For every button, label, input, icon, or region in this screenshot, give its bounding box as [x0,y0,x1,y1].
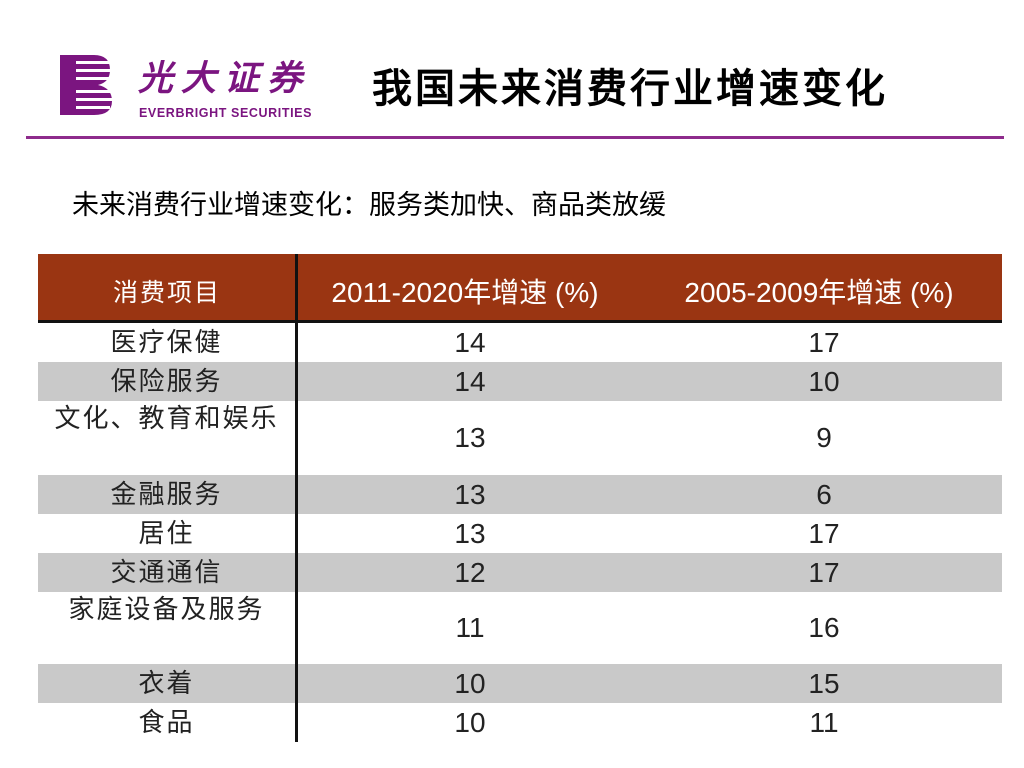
cell-growth-2011-2020: 11 [455,612,485,643]
header-2011-2020: 2011-2020年增速 (%) [331,277,599,308]
table-row: 医疗保健 14 17 [38,323,1002,362]
cell-growth-2005-2009: 15 [808,667,840,699]
growth-table: 消费项目 2011-2020年增速 (%) 2005-2009年增速 (%) 医… [38,254,1002,742]
cell-growth-2011-2020: 13 [454,478,486,510]
table-row: 居住 13 17 [38,514,1002,553]
cell-growth-2005-2009: 17 [808,326,840,358]
logo-english-name: EVERBRIGHT SECURITIES [139,106,313,120]
cell-growth-2005-2009: 11 [809,706,839,738]
table-row: 金融服务 13 6 [38,475,1002,514]
cell-growth-2011-2020: 14 [454,365,486,397]
cell-growth-2011-2020: 10 [454,706,486,738]
column-divider [295,254,298,742]
slide-subtitle: 未来消费行业增速变化：服务类加快、商品类放缓 [72,190,666,221]
logo-chinese-name: 光大证券 [138,58,311,99]
cell-item: 医疗保健 [110,327,223,358]
cell-item: 居住 [138,518,195,549]
cell-item: 衣着 [138,668,195,699]
table-row: 保险服务 14 10 [38,362,1002,401]
table-row: 文化、教育和娱乐 13 9 [38,401,1002,475]
cell-growth-2005-2009: 16 [808,612,840,643]
cell-item: 交通通信 [110,557,223,588]
table-row: 交通通信 12 17 [38,553,1002,592]
cell-growth-2011-2020: 12 [454,556,486,588]
table-row: 食品 10 11 [38,703,1002,742]
cell-item: 家庭设备及服务 [68,595,265,625]
cell-growth-2005-2009: 17 [808,556,840,588]
cell-item: 食品 [138,707,195,738]
cell-item: 文化、教育和娱乐 [54,404,279,434]
everbright-logo-icon [60,55,112,115]
cell-growth-2005-2009: 17 [808,517,840,549]
cell-item: 保险服务 [110,366,223,397]
cell-growth-2005-2009: 6 [816,478,832,510]
page-title: 我国未来消费行业增速变化 [372,65,888,112]
cell-growth-2005-2009: 9 [816,422,832,453]
table-row: 衣着 10 15 [38,664,1002,703]
header-divider [26,136,1004,139]
cell-growth-2011-2020: 10 [454,667,486,699]
table-row: 家庭设备及服务 11 16 [38,592,1002,664]
header-item: 消费项目 [112,278,221,307]
cell-item: 金融服务 [110,479,223,510]
header-2005-2009: 2005-2009年增速 (%) [684,277,954,308]
table-header-row: 消费项目 2011-2020年增速 (%) 2005-2009年增速 (%) [38,254,1002,323]
table-body: 医疗保健 14 17 保险服务 14 10 文化、教育和娱乐 13 9 金融服务 13 6 居住 13 17… [38,323,1002,742]
cell-growth-2005-2009: 10 [808,365,840,397]
cell-growth-2011-2020: 13 [454,517,486,549]
cell-growth-2011-2020: 13 [454,422,486,453]
cell-growth-2011-2020: 14 [454,326,486,358]
